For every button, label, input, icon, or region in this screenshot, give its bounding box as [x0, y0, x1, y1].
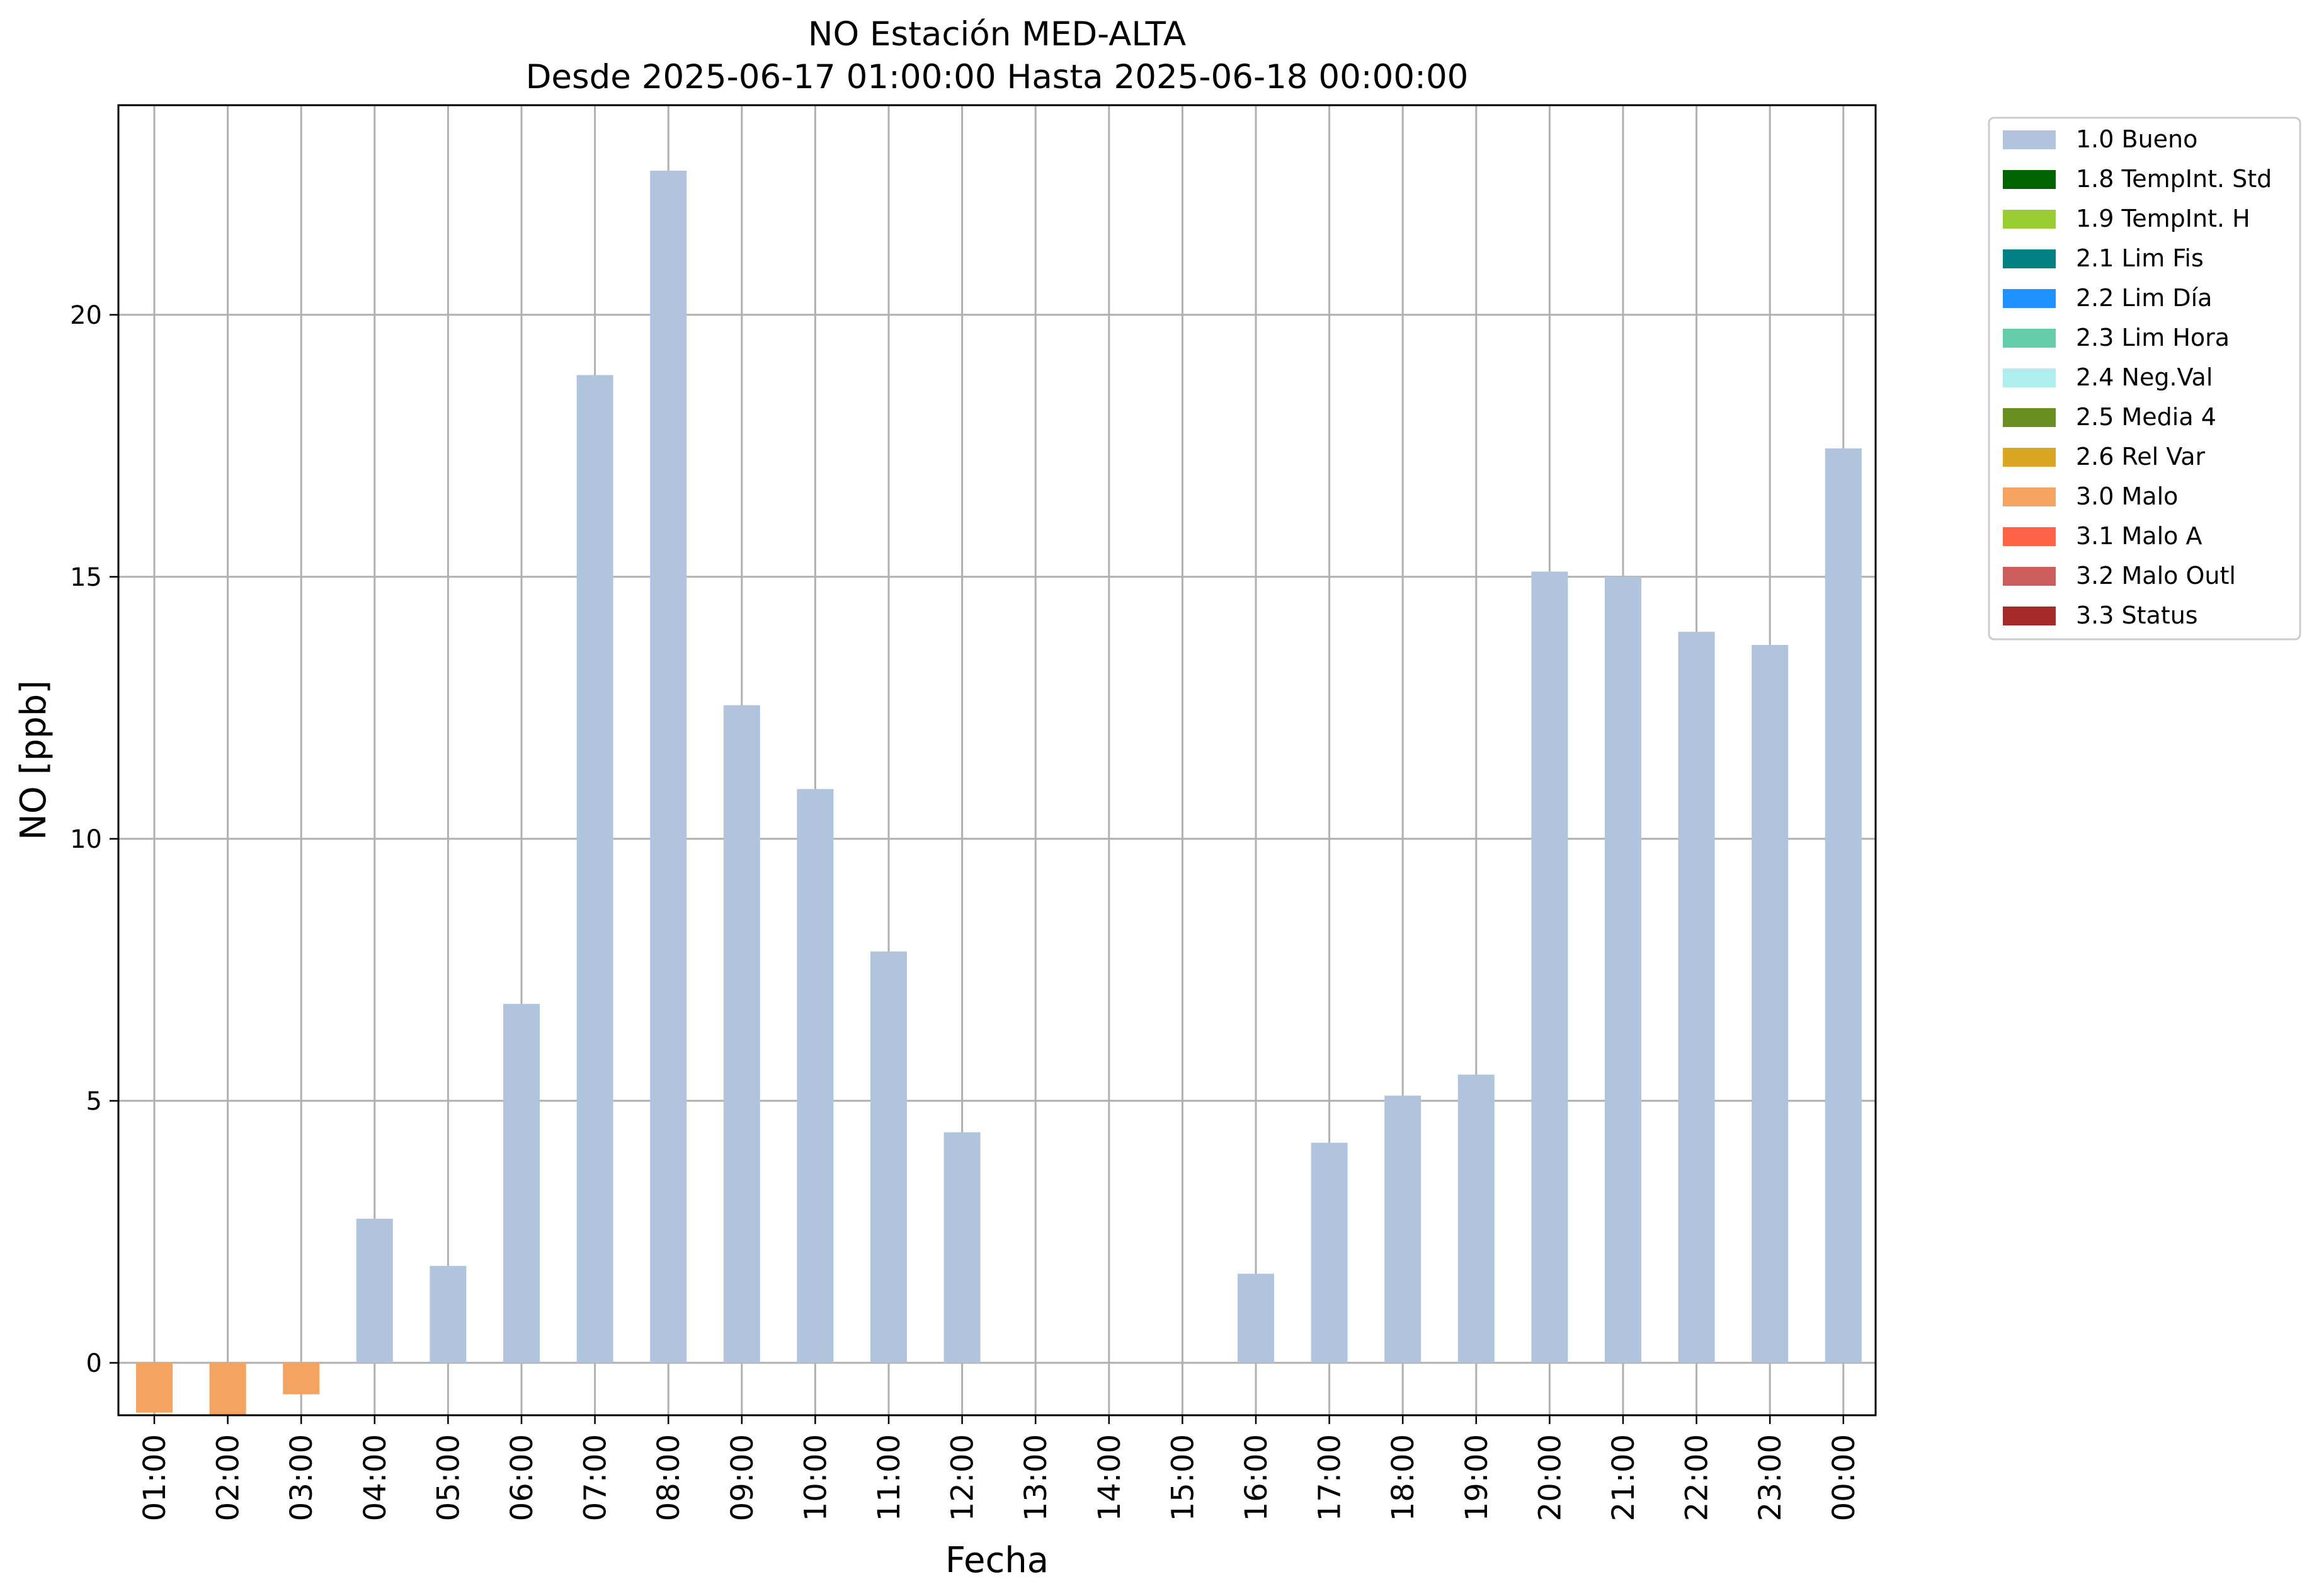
bar	[1384, 1095, 1422, 1363]
legend-swatch	[2003, 527, 2056, 546]
y-tick-label: 10	[70, 825, 102, 854]
legend-swatch	[2003, 607, 2056, 625]
legend-label: 1.9 TempInt. H	[2076, 205, 2250, 232]
bar	[1605, 576, 1641, 1363]
legend-label: 1.8 TempInt. Std	[2076, 165, 2272, 193]
x-tick-label: 12:00	[945, 1434, 981, 1521]
legend-label: 2.5 Media 4	[2076, 403, 2216, 431]
legend-label: 3.3 Status	[2076, 601, 2198, 629]
bar	[1825, 448, 1862, 1363]
legend-label: 3.1 Malo A	[2076, 522, 2202, 550]
legend-label: 2.1 Lim Fis	[2076, 244, 2204, 272]
x-tick-label: 16:00	[1239, 1434, 1274, 1521]
bar	[356, 1219, 393, 1363]
x-tick-label: 08:00	[651, 1434, 687, 1521]
bar	[943, 1132, 981, 1363]
x-tick-label: 09:00	[725, 1434, 760, 1521]
legend-label: 3.0 Malo	[2076, 482, 2178, 510]
legend-swatch	[2003, 249, 2056, 268]
bar	[1678, 632, 1715, 1363]
x-tick-label: 18:00	[1386, 1434, 1421, 1521]
legend-swatch	[2003, 368, 2056, 387]
x-axis-label: Fecha	[945, 1540, 1049, 1581]
x-tick-label: 23:00	[1753, 1434, 1788, 1521]
x-axis: 01:00 02:00 03:00 04:00 05:00 06:00 07:00 08:00…	[137, 1415, 1862, 1521]
x-tick-label: 19:00	[1459, 1434, 1495, 1521]
x-tick-label: 04:00	[358, 1434, 393, 1521]
legend-label: 2.6 Rel Var	[2076, 443, 2206, 470]
y-tick-label: 0	[86, 1349, 102, 1378]
x-tick-label: 15:00	[1165, 1434, 1200, 1521]
legend-label: 2.3 Lim Hora	[2076, 324, 2230, 351]
legend-swatch	[2003, 487, 2056, 506]
legend: 1.0 Bueno 1.8 TempInt. Std 1.9 TempInt. H 2…	[1988, 117, 2301, 641]
x-tick-label: 00:00	[1826, 1434, 1862, 1521]
x-tick-label: 05:00	[431, 1434, 466, 1521]
bar	[1531, 571, 1568, 1363]
x-tick-label: 17:00	[1313, 1434, 1348, 1521]
legend-swatch	[2003, 567, 2056, 586]
x-tick-label: 06:00	[504, 1434, 540, 1521]
y-tick-label: 15	[70, 563, 102, 592]
x-tick-label: 10:00	[798, 1434, 833, 1521]
bar	[797, 789, 834, 1363]
x-tick-label: 01:00	[137, 1434, 173, 1521]
y-axis-label: NO [ppb]	[13, 680, 54, 840]
bar	[136, 1362, 173, 1413]
bar	[1752, 644, 1789, 1363]
x-tick-label: 13:00	[1018, 1434, 1054, 1521]
bar	[870, 951, 907, 1363]
bar	[1457, 1074, 1495, 1363]
x-tick-label: 14:00	[1092, 1434, 1127, 1521]
bar	[283, 1362, 320, 1394]
bar	[723, 705, 760, 1363]
plot-frame	[117, 104, 1877, 1416]
legend-swatch	[2003, 408, 2056, 427]
bar	[1238, 1274, 1274, 1363]
x-tick-label: 03:00	[284, 1434, 319, 1521]
legend-swatch	[2003, 329, 2056, 348]
legend-label: 1.0 Bueno	[2076, 125, 2197, 153]
legend-label: 2.2 Lim Día	[2076, 284, 2212, 312]
legend-swatch	[2003, 448, 2056, 467]
x-tick-label: 20:00	[1532, 1434, 1568, 1521]
x-tick-label: 02:00	[211, 1434, 246, 1521]
legend-swatch	[2003, 210, 2056, 229]
bar	[503, 1003, 540, 1363]
legend-swatch	[2003, 130, 2056, 149]
x-tick-label: 07:00	[578, 1434, 613, 1521]
x-tick-label: 11:00	[872, 1434, 907, 1521]
legend-frame	[1988, 117, 2301, 641]
y-tick-label: 5	[86, 1087, 102, 1116]
x-tick-label: 21:00	[1606, 1434, 1641, 1521]
x-tick-label: 22:00	[1680, 1434, 1715, 1521]
bar	[209, 1362, 246, 1415]
legend-label: 2.4 Neg.Val	[2076, 363, 2213, 391]
legend-swatch	[2003, 170, 2056, 189]
y-axis: 0 5 10 15 20	[70, 301, 118, 1378]
legend-swatch	[2003, 289, 2056, 308]
bar	[430, 1265, 467, 1363]
bar	[1311, 1143, 1348, 1363]
legend-label: 3.2 Malo Outl	[2076, 562, 2236, 590]
y-tick-label: 20	[70, 301, 102, 330]
bars	[136, 171, 1862, 1415]
chart-title: NO Estación MED-ALTA	[808, 15, 1186, 54]
chart-subtitle: Desde 2025-06-17 01:00:00 Hasta 2025-06-…	[526, 58, 1469, 96]
bar	[650, 171, 687, 1363]
bar	[576, 375, 613, 1363]
